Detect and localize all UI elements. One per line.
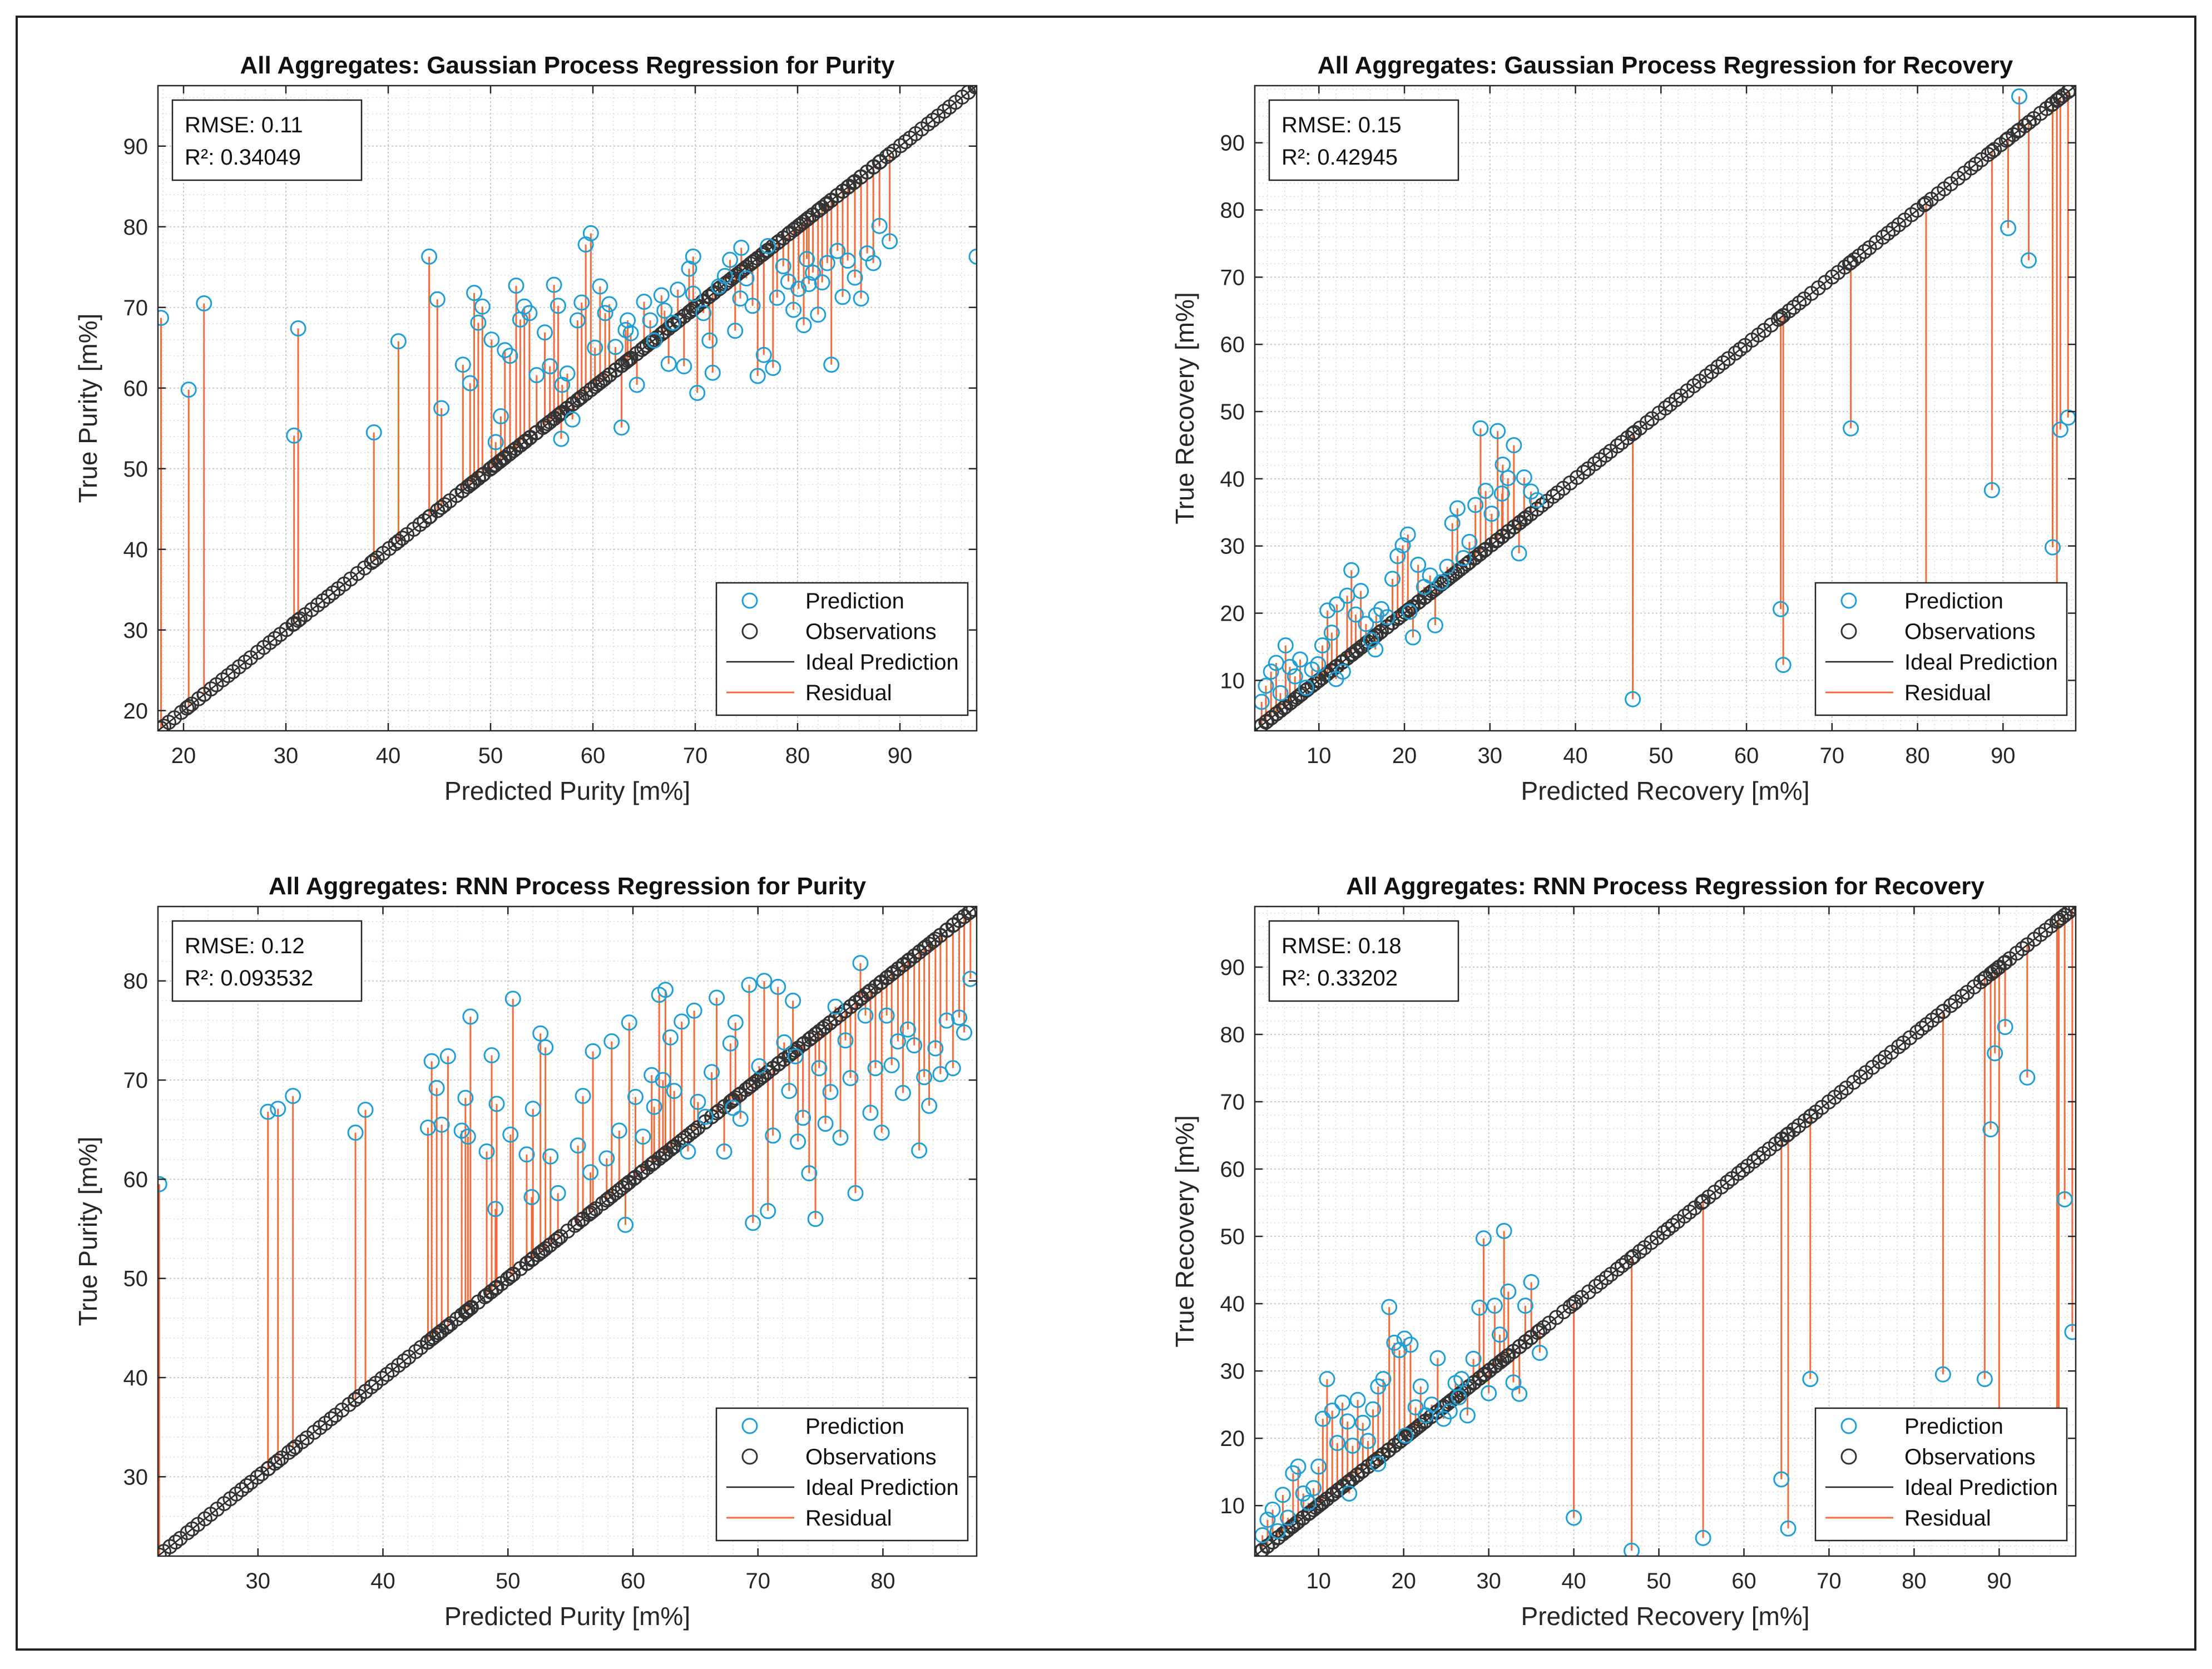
figure-canvas: 20 30 40 50 60 70 80 90 20 30 40 50 60 70 80 90 All Aggr…	[0, 0, 2212, 1666]
figure-frame	[16, 16, 2196, 1651]
